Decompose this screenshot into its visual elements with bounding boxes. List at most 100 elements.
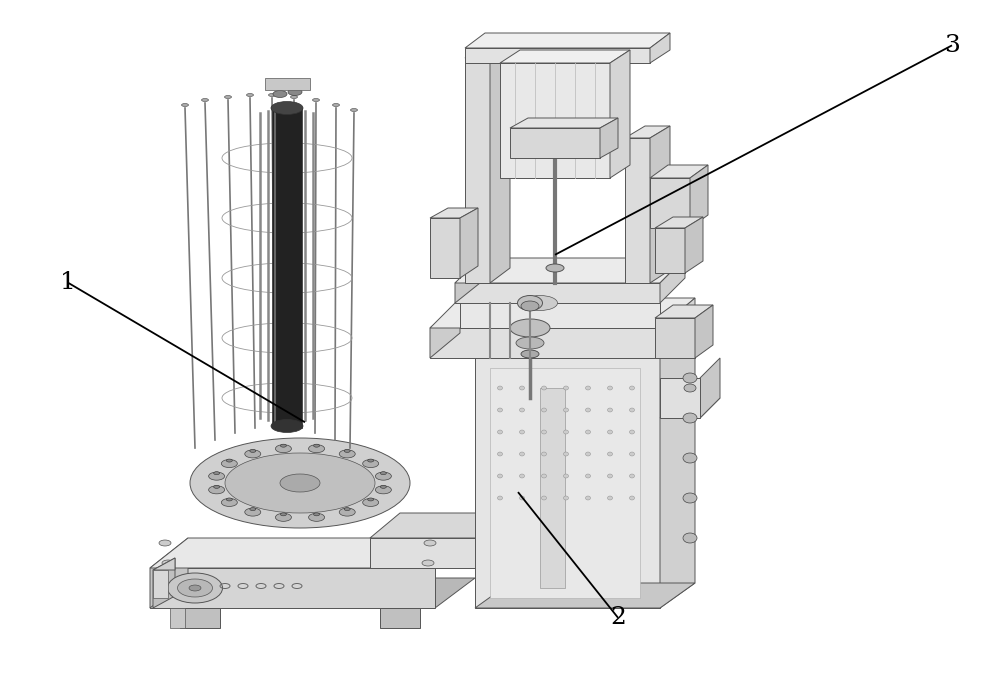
Ellipse shape: [332, 103, 340, 107]
Ellipse shape: [586, 474, 590, 478]
Polygon shape: [655, 305, 713, 318]
Ellipse shape: [542, 452, 546, 456]
Ellipse shape: [339, 450, 355, 458]
Ellipse shape: [564, 408, 568, 412]
Polygon shape: [370, 538, 650, 568]
Ellipse shape: [314, 513, 320, 516]
Ellipse shape: [684, 384, 696, 392]
Ellipse shape: [380, 472, 386, 475]
Ellipse shape: [498, 430, 503, 434]
Ellipse shape: [368, 459, 374, 462]
Ellipse shape: [498, 452, 503, 456]
Ellipse shape: [630, 430, 635, 434]
Ellipse shape: [608, 474, 612, 478]
Ellipse shape: [380, 485, 386, 489]
Ellipse shape: [498, 386, 503, 390]
Polygon shape: [150, 578, 475, 608]
Polygon shape: [625, 138, 650, 283]
Polygon shape: [153, 558, 175, 570]
Ellipse shape: [225, 453, 375, 513]
Ellipse shape: [498, 408, 503, 412]
Polygon shape: [500, 50, 630, 63]
Polygon shape: [455, 263, 480, 303]
Ellipse shape: [309, 445, 325, 453]
Ellipse shape: [280, 444, 286, 447]
Ellipse shape: [522, 295, 558, 311]
Bar: [265, 78, 310, 90]
Ellipse shape: [339, 508, 355, 516]
Ellipse shape: [542, 496, 546, 500]
Polygon shape: [650, 513, 680, 568]
Ellipse shape: [375, 472, 391, 480]
Ellipse shape: [214, 485, 220, 489]
Polygon shape: [655, 217, 703, 228]
Ellipse shape: [189, 585, 201, 591]
Polygon shape: [660, 258, 685, 303]
Ellipse shape: [178, 579, 212, 597]
Ellipse shape: [424, 540, 436, 546]
Ellipse shape: [608, 408, 612, 412]
Ellipse shape: [586, 452, 590, 456]
Ellipse shape: [363, 498, 379, 507]
Polygon shape: [180, 608, 220, 628]
Ellipse shape: [159, 540, 171, 546]
Ellipse shape: [520, 452, 524, 456]
Polygon shape: [625, 126, 670, 138]
Ellipse shape: [351, 108, 358, 112]
Text: 2: 2: [610, 607, 626, 629]
Ellipse shape: [608, 386, 612, 390]
Polygon shape: [475, 583, 695, 608]
Ellipse shape: [564, 496, 568, 500]
Ellipse shape: [202, 98, 208, 101]
Polygon shape: [460, 298, 660, 328]
Polygon shape: [430, 328, 660, 358]
Ellipse shape: [190, 438, 410, 528]
Ellipse shape: [586, 386, 590, 390]
Ellipse shape: [520, 386, 524, 390]
Ellipse shape: [608, 452, 612, 456]
Ellipse shape: [209, 472, 225, 480]
Polygon shape: [655, 228, 685, 273]
Ellipse shape: [221, 498, 237, 507]
Ellipse shape: [245, 450, 261, 458]
Ellipse shape: [288, 89, 302, 96]
Ellipse shape: [250, 450, 256, 452]
Ellipse shape: [221, 459, 237, 468]
Ellipse shape: [224, 96, 232, 98]
Ellipse shape: [309, 513, 325, 521]
Ellipse shape: [608, 430, 612, 434]
Polygon shape: [370, 513, 680, 538]
Ellipse shape: [290, 96, 298, 98]
Ellipse shape: [630, 496, 635, 500]
Polygon shape: [660, 328, 695, 608]
Text: 1: 1: [60, 272, 76, 294]
Ellipse shape: [630, 452, 635, 456]
Polygon shape: [610, 50, 630, 178]
Bar: [540, 388, 565, 588]
Polygon shape: [430, 303, 460, 358]
Polygon shape: [475, 358, 660, 608]
Polygon shape: [430, 208, 478, 218]
Polygon shape: [650, 165, 708, 178]
Ellipse shape: [498, 496, 503, 500]
Polygon shape: [650, 126, 670, 283]
Polygon shape: [465, 58, 490, 283]
Polygon shape: [170, 608, 185, 628]
Ellipse shape: [250, 507, 256, 511]
Ellipse shape: [564, 474, 568, 478]
Ellipse shape: [542, 430, 546, 434]
Ellipse shape: [586, 430, 590, 434]
Ellipse shape: [226, 498, 232, 501]
Ellipse shape: [520, 474, 524, 478]
Polygon shape: [500, 63, 610, 178]
Ellipse shape: [520, 408, 524, 412]
Polygon shape: [700, 358, 720, 418]
Ellipse shape: [368, 498, 374, 501]
Polygon shape: [660, 298, 695, 358]
Ellipse shape: [542, 474, 546, 478]
Ellipse shape: [280, 513, 286, 516]
Polygon shape: [690, 165, 708, 228]
Polygon shape: [490, 368, 640, 598]
Ellipse shape: [209, 486, 225, 493]
Ellipse shape: [314, 444, 320, 447]
